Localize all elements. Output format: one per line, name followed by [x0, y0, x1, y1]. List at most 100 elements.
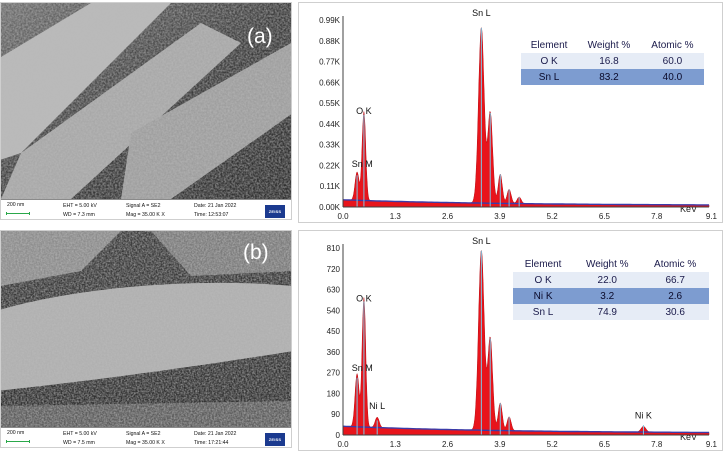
- eht-value: EHT = 5.00 kV: [63, 431, 97, 437]
- zeiss-logo: ZEISS: [265, 205, 285, 218]
- y-tick-label: 0.11K: [320, 182, 341, 191]
- sem-image-panel-b: (b) 200 nm EHT = 5.00 kV WD = 7.5 mm Sig…: [0, 230, 292, 448]
- table-row: Ni K 3.2 2.6: [513, 288, 709, 304]
- eds-spectrum-panel-b: 0 90 180 270 360 450 540 630 720 810 0.0 1.3 2.6 3.9 5…: [298, 230, 723, 451]
- y-tick-label: 0: [336, 431, 341, 440]
- column-header-weight: Weight %: [587, 39, 631, 51]
- y-tick-label: 720: [327, 265, 341, 274]
- x-tick-label: 5.2: [547, 440, 559, 449]
- y-tick-label: 0.33K: [319, 141, 341, 150]
- time-value: Time: 12:53:07: [194, 212, 229, 218]
- wd-value: WD = 7.5 mm: [63, 440, 95, 446]
- y-tick-label: 540: [327, 306, 341, 315]
- cell-element: Sn L: [521, 69, 578, 85]
- x-tick-label: 3.9: [494, 212, 506, 221]
- cell-element: Ni K: [513, 288, 574, 304]
- cell-weight: 16.8: [577, 53, 641, 69]
- x-tick-label: 0.0: [337, 212, 349, 221]
- wd-value: WD = 7.3 mm: [63, 212, 95, 218]
- signal-value: Signal A = SE2: [126, 431, 161, 437]
- cell-weight: 22.0: [573, 272, 642, 288]
- y-tick-label: 0.44K: [319, 120, 341, 129]
- scale-bar: [6, 212, 30, 215]
- y-tick-label: 0.55K: [319, 99, 341, 108]
- y-tick-label: 450: [327, 327, 341, 336]
- background-fit-line: [342, 199, 709, 206]
- column-header-element: Element: [524, 258, 562, 270]
- table-row: Sn L 74.9 30.6: [513, 304, 709, 320]
- sem-micrograph-a: [1, 3, 291, 199]
- y-tick-label: 0.00K: [319, 203, 341, 212]
- x-axis-title: KeV: [680, 432, 697, 442]
- scale-bar: [6, 440, 30, 443]
- x-tick-label: 1.3: [390, 212, 402, 221]
- panel-label-a: (a): [247, 25, 273, 48]
- x-tick-label: 9.1: [706, 440, 718, 449]
- eds-spectrum-chart-a: 0.00K 0.11K 0.22K 0.33K 0.44K 0.55K 0.66K 0.77K…: [319, 8, 718, 221]
- table-header-row: Element Weight % Atomic %: [521, 37, 704, 53]
- peak-label: Sn M: [352, 363, 373, 373]
- column-header-weight: Weight %: [585, 258, 629, 270]
- eds-spectrum-panel-a: 0.00K 0.11K 0.22K 0.33K 0.44K 0.55K 0.66K 0.77K…: [298, 2, 723, 223]
- signal-value: Signal A = SE2: [126, 203, 161, 209]
- cell-atomic: 40.0: [640, 69, 704, 85]
- y-tick-label: 0.22K: [319, 161, 341, 170]
- scale-bar-label: 200 nm: [7, 430, 25, 436]
- background-fit-line: [342, 425, 709, 434]
- date-value: Date: 21 Jan 2022: [194, 203, 237, 209]
- y-tick-label: 90: [331, 410, 340, 419]
- mag-value: Mag = 35.00 K X: [126, 212, 165, 218]
- scale-bar-label: 200 nm: [7, 202, 25, 208]
- date-value: Date: 21 Jan 2022: [194, 431, 237, 437]
- column-header-element: Element: [530, 39, 568, 51]
- cell-weight: 83.2: [577, 69, 641, 85]
- peak-label: Ni K: [635, 410, 652, 420]
- cell-weight: 3.2: [573, 288, 642, 304]
- peak-label: Sn M: [352, 159, 373, 169]
- cell-weight: 74.9: [573, 304, 642, 320]
- cell-atomic: 66.7: [641, 272, 709, 288]
- x-tick-label: 7.8: [651, 212, 663, 221]
- sem-image-panel-a: (a) 200 nm EHT = 5.00 kV WD = 7.3 mm Sig…: [0, 2, 292, 220]
- y-tick-label: 810: [327, 244, 341, 253]
- peak-label: O K: [356, 106, 372, 116]
- y-tick-label: 0.99K: [319, 16, 341, 25]
- composition-table-b: Element Weight % Atomic % O K 22.0 66.7 …: [513, 256, 709, 320]
- x-tick-label: 0.0: [337, 440, 349, 449]
- x-tick-label: 5.2: [547, 212, 559, 221]
- x-tick-label: 1.3: [390, 440, 402, 449]
- cell-atomic: 30.6: [641, 304, 709, 320]
- x-tick-label: 6.5: [599, 440, 611, 449]
- sem-info-bar-b: 200 nm EHT = 5.00 kV WD = 7.5 mm Signal …: [1, 427, 291, 447]
- y-tick-label: 0.77K: [319, 58, 341, 67]
- y-tick-label: 630: [327, 286, 341, 295]
- column-header-atomic: Atomic %: [651, 39, 694, 51]
- y-tick-label: 0.66K: [319, 78, 341, 87]
- column-header-atomic: Atomic %: [654, 258, 697, 270]
- cell-element: O K: [521, 53, 578, 69]
- x-tick-label: 9.1: [706, 212, 718, 221]
- eht-value: EHT = 5.00 kV: [63, 203, 97, 209]
- zeiss-logo: ZEISS: [265, 433, 285, 446]
- cell-atomic: 60.0: [640, 53, 704, 69]
- cell-element: Sn L: [513, 304, 574, 320]
- mag-value: Mag = 35.00 K X: [126, 440, 165, 446]
- cell-atomic: 2.6: [641, 288, 709, 304]
- peak-label: O K: [356, 294, 372, 304]
- y-tick-label: 0.88K: [319, 37, 341, 46]
- panel-label-b: (b): [243, 241, 269, 264]
- x-tick-label: 6.5: [599, 212, 611, 221]
- sem-micrograph-b: [1, 231, 291, 427]
- peak-label: Ni L: [369, 401, 385, 411]
- composition-table-a: Element Weight % Atomic % O K 16.8 60.0 …: [521, 37, 704, 85]
- y-tick-label: 270: [327, 369, 341, 378]
- x-tick-label: 2.6: [442, 212, 454, 221]
- x-tick-label: 3.9: [494, 440, 506, 449]
- table-row: O K 22.0 66.7: [513, 272, 709, 288]
- y-tick-label: 360: [327, 348, 341, 357]
- x-axis-title: KeV: [680, 204, 697, 214]
- table-row: Sn L 83.2 40.0: [521, 69, 704, 85]
- sem-info-bar-a: 200 nm EHT = 5.00 kV WD = 7.3 mm Signal …: [1, 199, 291, 219]
- cell-element: O K: [513, 272, 574, 288]
- eds-spectrum-chart-b: 0 90 180 270 360 450 540 630 720 810 0.0 1.3 2.6 3.9 5…: [327, 236, 718, 449]
